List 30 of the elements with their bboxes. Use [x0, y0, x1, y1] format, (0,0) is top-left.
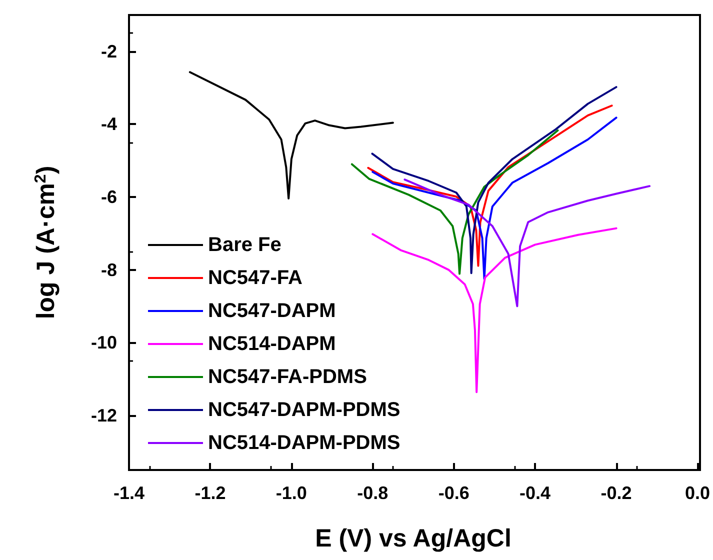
x-axis-title: E (V) vs Ag/AgCl [315, 524, 512, 552]
y-tick-label: -6 [100, 187, 117, 207]
x-tick-label: -1.0 [276, 483, 307, 503]
legend-label: NC547-DAPM [208, 300, 336, 322]
line-series [372, 116, 618, 280]
legend-label: NC547-FA-PDMS [208, 366, 367, 388]
line-series [404, 178, 651, 308]
x-tick-label: 0.0 [684, 483, 710, 503]
x-tick-label: -1.4 [113, 483, 145, 503]
x-tick-label: -0.6 [438, 483, 470, 503]
y-tick-label: -4 [100, 114, 117, 134]
x-tick-label: -1.2 [194, 483, 226, 503]
y-tick-label: -2 [100, 41, 117, 62]
legend-label: NC547-DAPM-PDMS [208, 399, 400, 421]
line-series [188, 71, 394, 200]
y-axis-title: log J (A·cm2) [32, 166, 60, 320]
line-series [372, 227, 618, 394]
y-tick-label: -12 [90, 405, 117, 426]
legend-label: NC547-FA [208, 267, 302, 289]
legend-label: NC514-DAPM-PDMS [208, 432, 400, 454]
y-tick-label: -8 [100, 260, 117, 280]
x-tick-label: -0.4 [520, 483, 551, 503]
line-series [371, 86, 618, 274]
y-tick-label: -10 [90, 332, 117, 353]
x-tick-label: -0.2 [600, 483, 632, 503]
x-tick-label: -0.8 [357, 483, 388, 503]
legend-label: Bare Fe [208, 234, 282, 256]
line-series [350, 129, 559, 275]
legend-label: NC514-DAPM [208, 333, 336, 355]
line-series [367, 104, 613, 267]
